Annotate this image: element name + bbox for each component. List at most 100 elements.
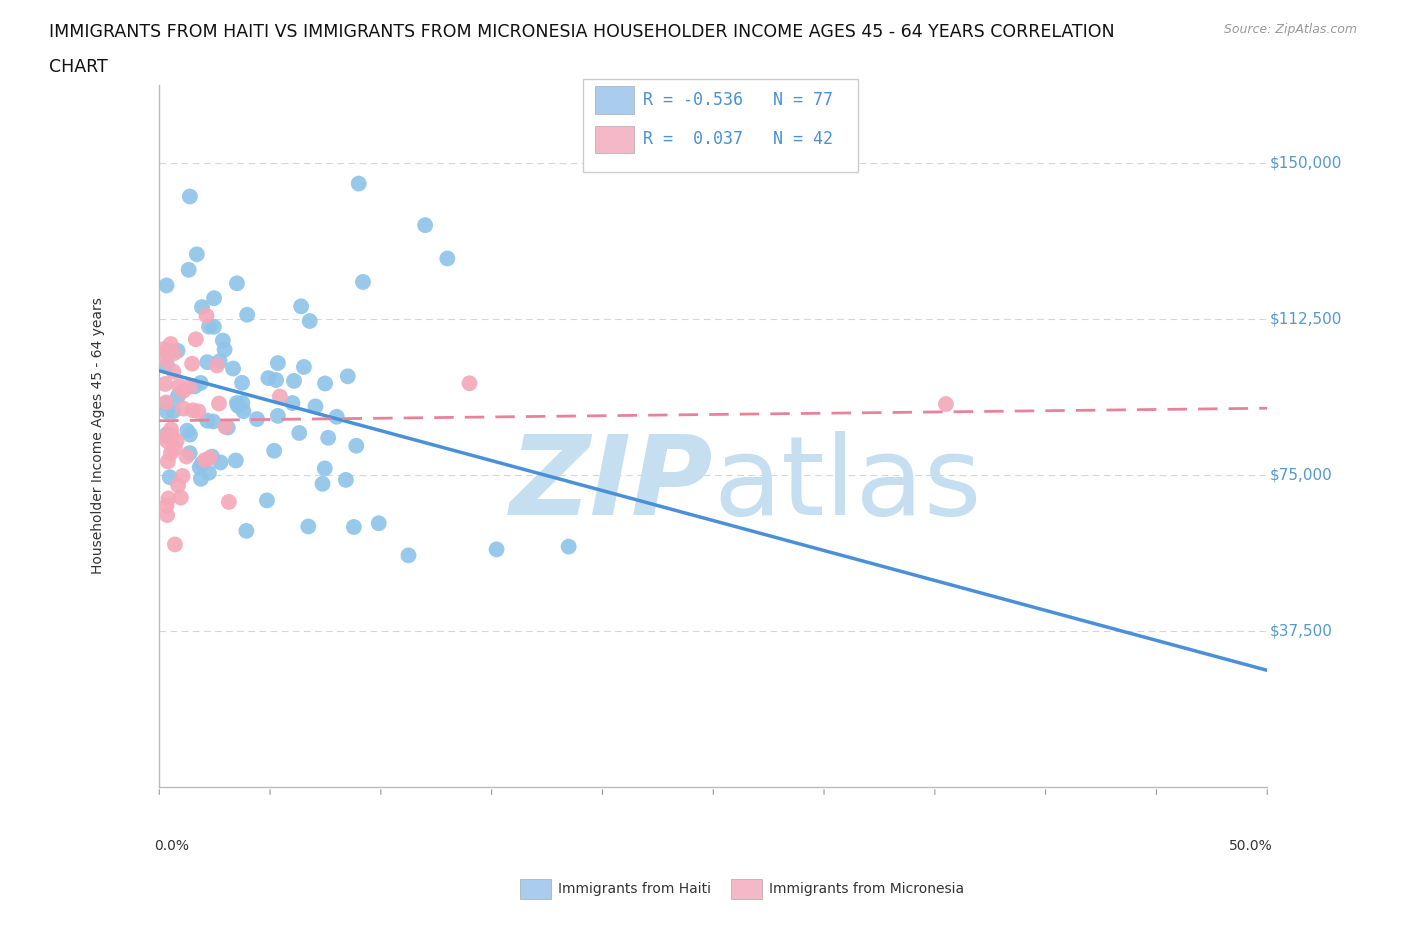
Point [179,445,201,460]
Point [156,345,179,360]
Point [163,537,186,551]
Point [325,409,347,424]
Text: IMMIGRANTS FROM HAITI VS IMMIGRANTS FROM MICRONESIA HOUSEHOLDER INCOME AGES 45 -: IMMIGRANTS FROM HAITI VS IMMIGRANTS FROM… [49,23,1115,41]
Point [290,299,312,313]
Point [269,389,291,404]
Point [183,379,205,393]
Point [205,358,228,373]
Point [170,490,193,505]
Point [184,332,207,347]
Point [162,364,184,379]
Point [314,376,336,391]
Text: ZIP: ZIP [510,432,713,538]
Point [190,376,212,391]
Point [212,333,235,348]
Point [201,449,224,464]
Point [156,508,179,523]
Point [263,444,285,458]
Point [256,493,278,508]
Text: Householder Income Ages 45 - 64 years: Householder Income Ages 45 - 64 years [91,298,105,574]
Point [236,307,259,322]
Point [195,308,218,323]
Text: atlas: atlas [713,432,981,538]
Point [231,376,253,391]
Text: $37,500: $37,500 [1270,623,1333,638]
Point [162,346,184,361]
Point [202,319,225,334]
Point [344,438,367,453]
Point [311,476,333,491]
Point [167,379,190,393]
Point [202,414,225,429]
Point [209,455,232,470]
Point [264,373,287,388]
Point [267,408,290,423]
Point [188,460,211,475]
Point [155,396,177,411]
Point [155,498,177,513]
Point [257,371,280,386]
Point [314,461,336,476]
Point [208,396,231,411]
Text: Immigrants from Haiti: Immigrants from Haiti [558,882,711,897]
Point [304,399,326,414]
Point [316,431,339,445]
Point [214,342,236,357]
Point [162,404,184,418]
Point [458,376,481,391]
Text: 50.0%: 50.0% [1229,840,1272,854]
Point [163,441,186,456]
Point [186,246,208,261]
Text: CHART: CHART [49,58,108,75]
Point [235,524,257,538]
Point [226,398,249,413]
Point [167,478,190,493]
Point [298,313,321,328]
Point [557,539,579,554]
Point [157,491,180,506]
Point [191,299,214,314]
Point [246,412,269,427]
Point [198,465,221,480]
Point [166,389,188,404]
Point [292,360,315,375]
Point [172,401,194,416]
Point [222,361,245,376]
Point [195,413,218,428]
Point [159,470,181,485]
Text: R = -0.536   N = 77: R = -0.536 N = 77 [643,90,832,109]
Point [156,427,179,442]
Point [179,427,201,442]
Point [436,251,458,266]
Point [267,355,290,370]
Point [156,358,179,373]
Point [398,548,420,563]
Point [179,189,201,204]
Point [172,383,194,398]
Text: R =  0.037   N = 42: R = 0.037 N = 42 [643,129,832,148]
Point [153,377,176,392]
Point [172,469,194,484]
Text: $112,500: $112,500 [1270,312,1341,326]
Point [231,395,253,410]
Point [176,449,198,464]
Point [198,319,221,334]
Point [160,428,183,443]
Point [935,396,957,411]
Point [208,353,231,368]
Point [155,395,177,410]
Point [218,495,240,510]
Point [190,472,212,486]
Point [181,403,204,418]
Point [347,176,370,191]
Point [156,429,179,444]
Point [297,519,319,534]
Text: $75,000: $75,000 [1270,467,1333,483]
Text: Source: ZipAtlas.com: Source: ZipAtlas.com [1223,23,1357,36]
Text: 0.0%: 0.0% [153,840,188,854]
Point [202,291,225,306]
Text: Immigrants from Micronesia: Immigrants from Micronesia [769,882,965,897]
Point [352,274,374,289]
Point [155,278,177,293]
Point [232,404,254,418]
